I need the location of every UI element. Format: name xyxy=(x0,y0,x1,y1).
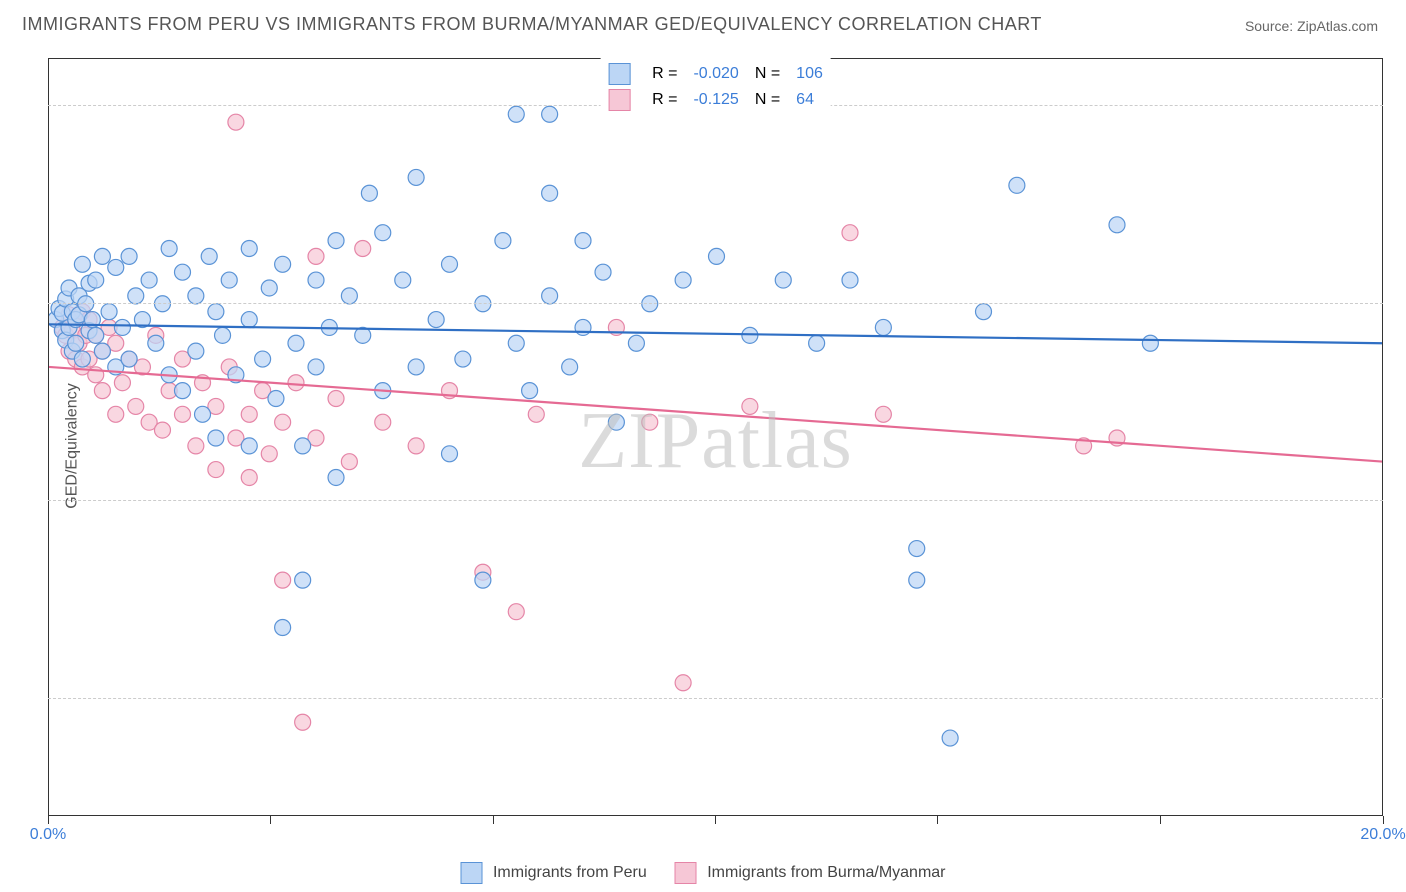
r-label: R = xyxy=(652,91,677,108)
y-tick-label: 75.0% xyxy=(1393,491,1406,509)
legend-row-2: R = -0.125 N = 64 xyxy=(600,87,831,113)
r-value-1: -0.020 xyxy=(685,61,746,87)
chart-title: IMMIGRANTS FROM PERU VS IMMIGRANTS FROM … xyxy=(22,14,1042,35)
legend-item-2: Immigrants from Burma/Myanmar xyxy=(675,862,946,884)
correlation-legend: R = -0.020 N = 106 R = -0.125 N = 64 xyxy=(600,58,831,116)
r-value-2: -0.125 xyxy=(685,87,746,113)
n-label: N = xyxy=(755,65,780,82)
chart-area: ZIPatlas R = -0.020 N = 106 R = -0.125 N… xyxy=(48,58,1383,816)
series-legend: Immigrants from Peru Immigrants from Bur… xyxy=(461,862,946,884)
legend-item-1: Immigrants from Peru xyxy=(461,862,647,884)
source-attribution: Source: ZipAtlas.com xyxy=(1245,18,1378,34)
n-value-2: 64 xyxy=(788,87,831,113)
x-tick-label: 20.0% xyxy=(1360,826,1405,844)
swatch-series-2 xyxy=(608,89,630,111)
scatter-chart xyxy=(48,58,1383,816)
n-value-1: 106 xyxy=(788,61,831,87)
x-tick-label: 0.0% xyxy=(30,826,66,844)
source-name: ZipAtlas.com xyxy=(1297,18,1378,34)
swatch-series-1 xyxy=(461,862,483,884)
swatch-series-2 xyxy=(675,862,697,884)
series-2-name: Immigrants from Burma/Myanmar xyxy=(707,864,945,881)
legend-row-1: R = -0.020 N = 106 xyxy=(600,61,831,87)
n-label: N = xyxy=(755,91,780,108)
y-tick-label: 87.5% xyxy=(1393,294,1406,312)
swatch-series-1 xyxy=(608,63,630,85)
y-tick-label: 100.0% xyxy=(1393,96,1406,114)
r-label: R = xyxy=(652,65,677,82)
source-prefix: Source: xyxy=(1245,18,1297,34)
y-tick-label: 62.5% xyxy=(1393,689,1406,707)
series-1-name: Immigrants from Peru xyxy=(493,864,647,881)
